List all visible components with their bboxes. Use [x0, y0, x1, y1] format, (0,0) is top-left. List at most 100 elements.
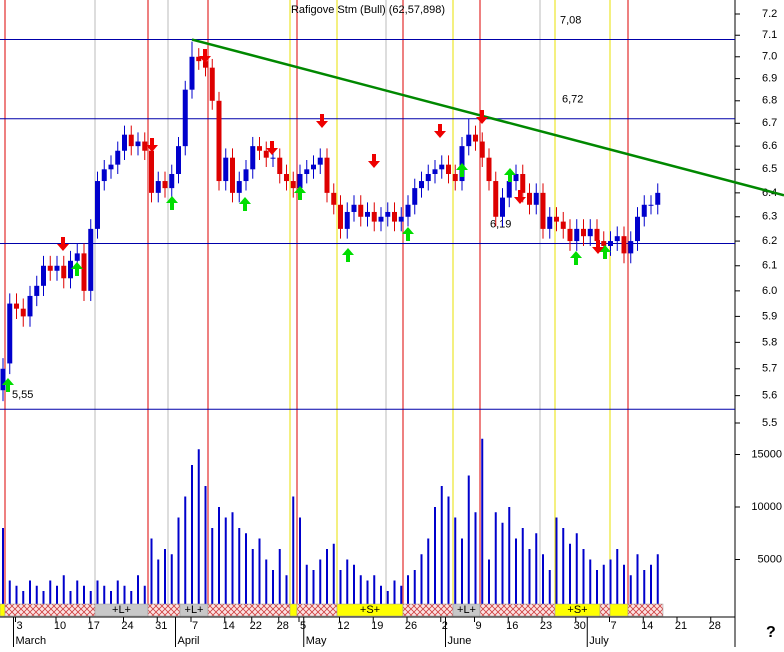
x-tick-label: 22 [250, 620, 262, 632]
volume-bar [515, 538, 517, 612]
volume-bar [103, 585, 106, 612]
volume-bar [359, 575, 362, 612]
candle-body [608, 241, 613, 246]
candle-body [446, 164, 451, 174]
candle-body [230, 157, 235, 193]
volume-bar [164, 549, 166, 612]
signal-segment [402, 603, 454, 617]
volume-bar [191, 465, 193, 612]
candle-body [155, 181, 161, 193]
volume-bar [650, 564, 652, 612]
candle-body [540, 192, 546, 229]
candle-body [466, 134, 472, 147]
signal-label: +L+ [112, 604, 131, 616]
signal-segment [289, 603, 298, 617]
signal-label: +S+ [567, 604, 587, 616]
candle-body [122, 134, 127, 151]
candle-body [439, 164, 445, 170]
candle-body [554, 216, 559, 222]
x-tick-label: 30 [574, 620, 586, 632]
signal-arrow [294, 186, 306, 200]
signal-arrow [402, 227, 414, 241]
candle-body [284, 173, 289, 182]
x-tick-label: 28 [277, 620, 289, 632]
signal-arrow [456, 163, 468, 177]
volume-bar [548, 570, 551, 612]
volume-bar [434, 507, 436, 612]
candle-body [41, 265, 46, 286]
signal-arrow [342, 248, 354, 262]
volume-bar [488, 559, 490, 612]
volume-bar [265, 559, 268, 612]
candle-body [270, 157, 276, 159]
signal-arrow [476, 110, 488, 124]
volume-bar [150, 538, 153, 612]
candle-body [68, 260, 73, 279]
candle-body [95, 181, 100, 229]
volume-bar [589, 559, 592, 612]
candle-body [135, 141, 141, 147]
volume-bar [184, 496, 187, 612]
x-tick-label: 5 [300, 620, 306, 632]
candle-body [317, 157, 323, 165]
volume-bar [481, 438, 484, 612]
candle-body [189, 56, 195, 90]
volume-bar [467, 475, 470, 612]
candle-body [0, 368, 6, 391]
signal-arrow [514, 190, 526, 204]
y-tick-label: 7.2 [762, 8, 777, 20]
candle-body [594, 228, 600, 242]
x-tick-label: 19 [371, 620, 383, 632]
y-tick-label: 7.0 [762, 51, 777, 63]
candle-body [547, 216, 553, 229]
month-label: May [306, 635, 327, 647]
volume-bar [393, 580, 396, 612]
candle-body [520, 173, 526, 193]
volume-bar [56, 585, 58, 612]
candle-body [527, 192, 532, 205]
signal-segment [599, 603, 611, 617]
candle-body [351, 204, 357, 212]
y-tick-label: 6.9 [762, 73, 777, 85]
x-tick-label: 17 [88, 620, 100, 632]
volume-bar [110, 591, 112, 612]
candle-body [297, 173, 303, 189]
volume-bar [272, 570, 274, 612]
x-tick-label: 21 [675, 620, 687, 632]
volume-bar [508, 507, 511, 612]
volume-bar [332, 543, 335, 612]
candle-body [182, 89, 188, 147]
signal-arrow [368, 154, 380, 168]
volume-bar [204, 486, 207, 612]
volume-bar [629, 575, 632, 612]
signal-arrow [570, 251, 582, 265]
candle-body [128, 134, 134, 147]
candle-body [54, 265, 60, 271]
x-tick-label: 26 [405, 620, 417, 632]
candle-body [196, 56, 202, 62]
signal-label: +L+ [185, 604, 204, 616]
signal-arrow [592, 240, 604, 254]
x-tick-label: 14 [641, 620, 653, 632]
signal-lines [4, 0, 629, 604]
help-icon[interactable]: ? [766, 624, 776, 641]
candle-body [108, 164, 114, 170]
x-tick-label: 2 [442, 620, 448, 632]
candle-body [358, 204, 364, 217]
volume-bar [562, 528, 565, 612]
candle-body [628, 241, 634, 254]
candle-body [533, 192, 539, 205]
month-label: April [178, 635, 200, 647]
candle-body [223, 157, 229, 182]
candle-body [648, 204, 654, 206]
candle-body [338, 204, 343, 229]
x-tick-label: 28 [709, 620, 721, 632]
volume-bar [366, 580, 369, 612]
candle-body [641, 204, 647, 217]
candle-body [81, 253, 87, 291]
volume-bar [96, 580, 99, 612]
volume-bar [231, 512, 234, 612]
volume-tick-label: 15000 [751, 448, 782, 460]
month-label: March [16, 635, 47, 647]
